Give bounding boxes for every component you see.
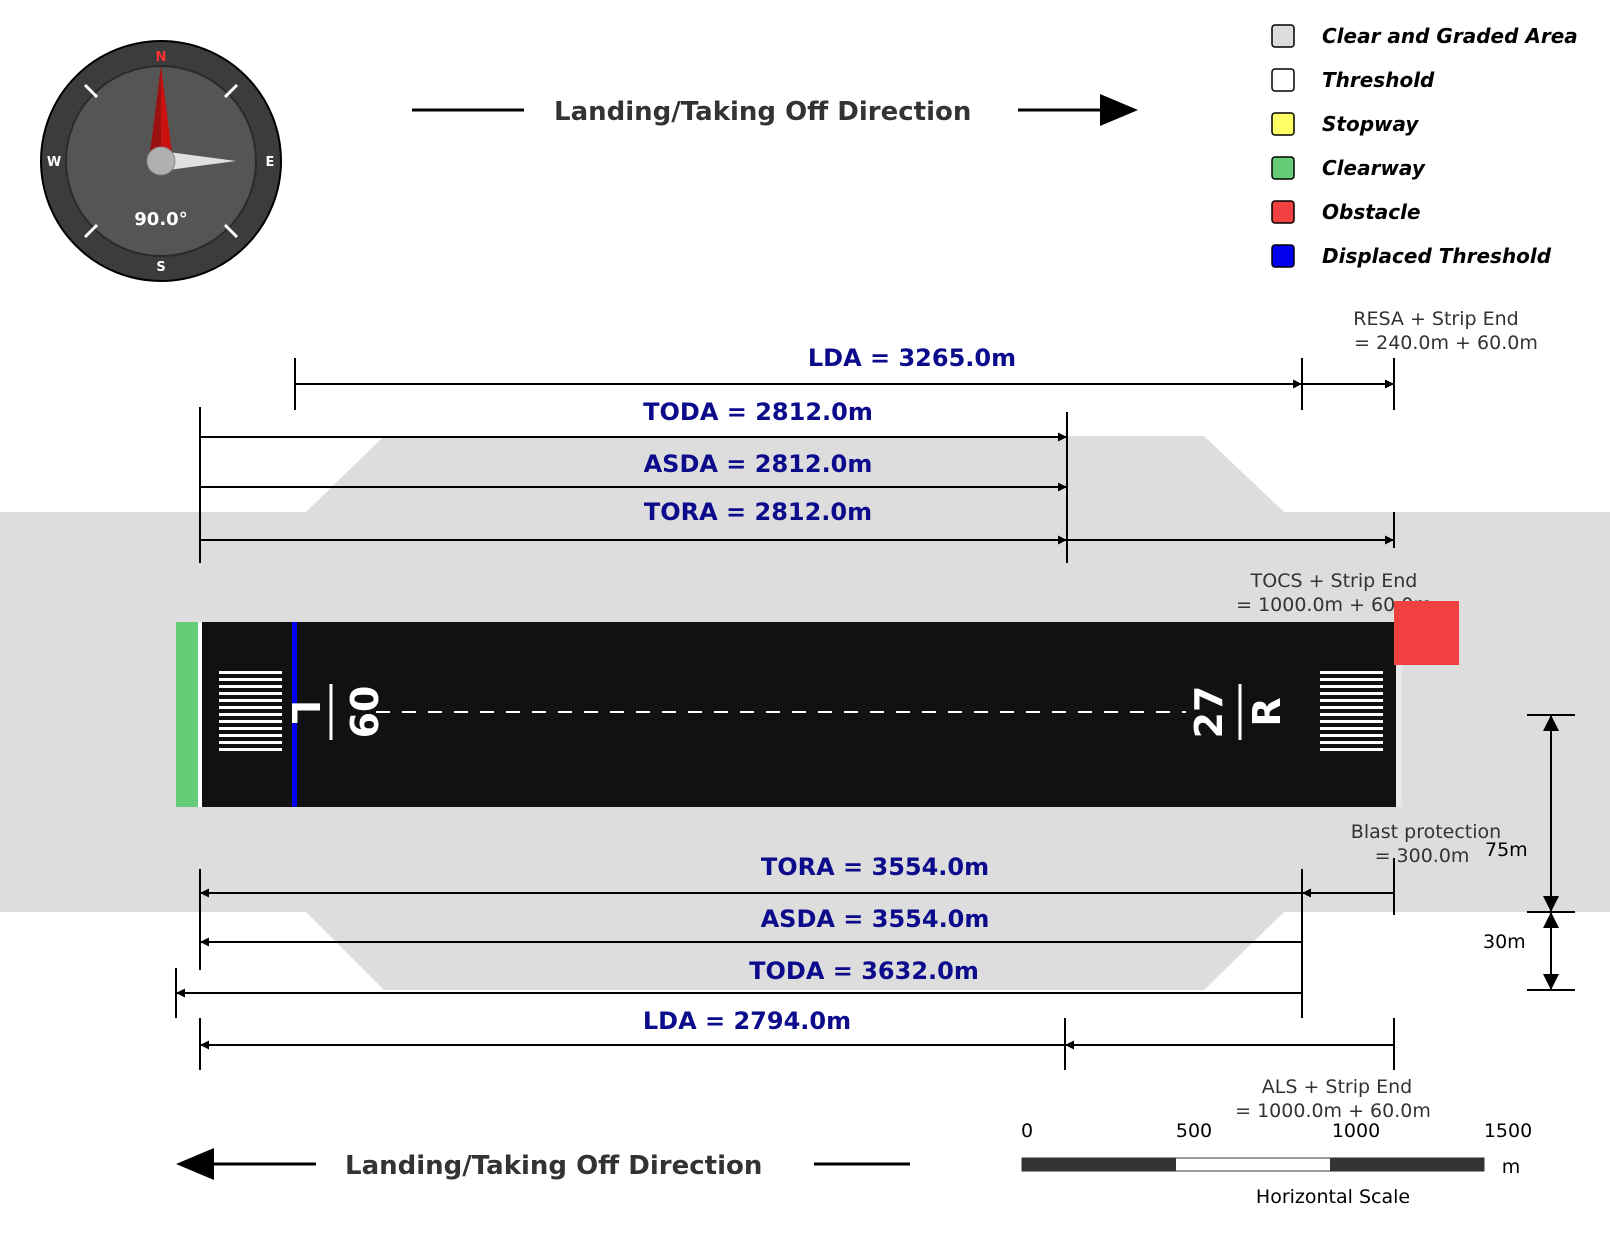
runway: 09 L 27 R	[176, 622, 1402, 807]
legend-label: Obstacle	[1322, 200, 1421, 224]
legend-item: Stopway	[1271, 112, 1419, 136]
als-note-line1: ALS + Strip End	[1262, 1076, 1412, 1098]
compass-west-label: W	[47, 155, 61, 170]
top-tora-label: TORA = 2812.0m	[644, 498, 872, 526]
legend-swatch	[1271, 112, 1295, 136]
bottom-distances: TORA = 3554.0m ASDA = 3554.0m TODA = 363…	[175, 821, 1501, 1122]
legend-label: Displaced Threshold	[1322, 244, 1552, 268]
compass-south-label: S	[156, 260, 165, 275]
clearway	[176, 622, 198, 807]
compass-heading-readout: 90.0°	[134, 209, 187, 230]
arrow-right-icon	[1100, 94, 1138, 126]
dim-75m-label: 75m	[1485, 839, 1528, 861]
runway-designator-right-number: 27	[1187, 686, 1231, 739]
threshold-markings-right	[1320, 671, 1383, 751]
bottom-tora-label: TORA = 3554.0m	[761, 853, 989, 881]
legend-swatch	[1271, 68, 1295, 92]
legend-label: Clearway	[1322, 156, 1426, 180]
legend-swatch	[1271, 200, 1295, 224]
top-distances: LDA = 3265.0m TODA = 2812.0m ASDA = 2812…	[199, 308, 1538, 563]
scale-unit: m	[1502, 1156, 1521, 1178]
legend-swatch	[1271, 156, 1295, 180]
legend-item: Clear and Graded Area	[1271, 24, 1578, 48]
direction-label-bottom: Landing/Taking Off Direction	[345, 1151, 762, 1181]
top-asda-label: ASDA = 2812.0m	[644, 450, 873, 478]
horizontal-scale: 0 500 1000 1500 m Horizontal Scale	[1021, 1120, 1532, 1208]
scale-title: Horizontal Scale	[1256, 1186, 1410, 1208]
als-note-line2: = 1000.0m + 60.0m	[1235, 1100, 1431, 1122]
direction-indicator-top: Landing/Taking Off Direction	[412, 94, 1138, 127]
bottom-asda-label: ASDA = 3554.0m	[761, 905, 990, 933]
scale-tick-0: 0	[1021, 1120, 1033, 1142]
scale-tick-500: 500	[1176, 1120, 1212, 1142]
arrow-left-icon	[176, 1148, 214, 1180]
legend: Clear and Graded Area Threshold Stopway Cle…	[1271, 24, 1578, 268]
compass-east-label: E	[266, 155, 275, 170]
legend-item: Clearway	[1271, 156, 1426, 180]
legend-item: Threshold	[1271, 68, 1435, 92]
obstacle	[1394, 601, 1459, 665]
displaced-threshold	[292, 622, 297, 807]
direction-indicator-bottom: Landing/Taking Off Direction	[176, 1148, 910, 1181]
threshold-markings-left	[219, 671, 282, 751]
legend-swatch	[1271, 24, 1295, 48]
scale-tick-1500: 1500	[1484, 1120, 1532, 1142]
top-lda-label: LDA = 3265.0m	[808, 344, 1016, 372]
compass-heading-needle	[161, 151, 236, 171]
bottom-lda-label: LDA = 2794.0m	[643, 1007, 851, 1035]
runway-designator-right-suffix: R	[1245, 697, 1289, 726]
bottom-toda-label: TODA = 3632.0m	[749, 957, 979, 985]
runway-designator-left-number: 09	[341, 686, 385, 739]
compass-north-label: N	[156, 50, 167, 65]
legend-label: Threshold	[1322, 68, 1435, 92]
top-toda-label: TODA = 2812.0m	[643, 398, 873, 426]
legend-item: Obstacle	[1271, 200, 1421, 224]
dim-30m-label: 30m	[1483, 931, 1526, 953]
direction-label-top: Landing/Taking Off Direction	[554, 97, 971, 127]
legend-label: Clear and Graded Area	[1322, 24, 1578, 48]
compass-needle	[146, 66, 236, 176]
legend-label: Stopway	[1322, 112, 1419, 136]
threshold-strip	[198, 622, 202, 807]
legend-item: Displaced Threshold	[1271, 244, 1552, 268]
resa-note-line1: RESA + Strip End	[1353, 308, 1518, 330]
blast-note-line2: = 300.0m	[1375, 845, 1470, 867]
tocs-note-line2: = 1000.0m + 60.0m	[1236, 594, 1432, 616]
tocs-note-line1: TOCS + Strip End	[1250, 570, 1418, 592]
legend-swatch	[1271, 244, 1295, 268]
blast-note-line1: Blast protection	[1351, 821, 1501, 843]
resa-note-line2: = 240.0m + 60.0m	[1354, 332, 1538, 354]
vertical-dimensions: 75m 30m	[1483, 714, 1575, 991]
scale-tick-1000: 1000	[1332, 1120, 1380, 1142]
compass: N S E W 90.0°	[40, 40, 282, 282]
runway-designator-left-suffix: L	[283, 700, 327, 724]
runway-surface	[202, 622, 1402, 807]
